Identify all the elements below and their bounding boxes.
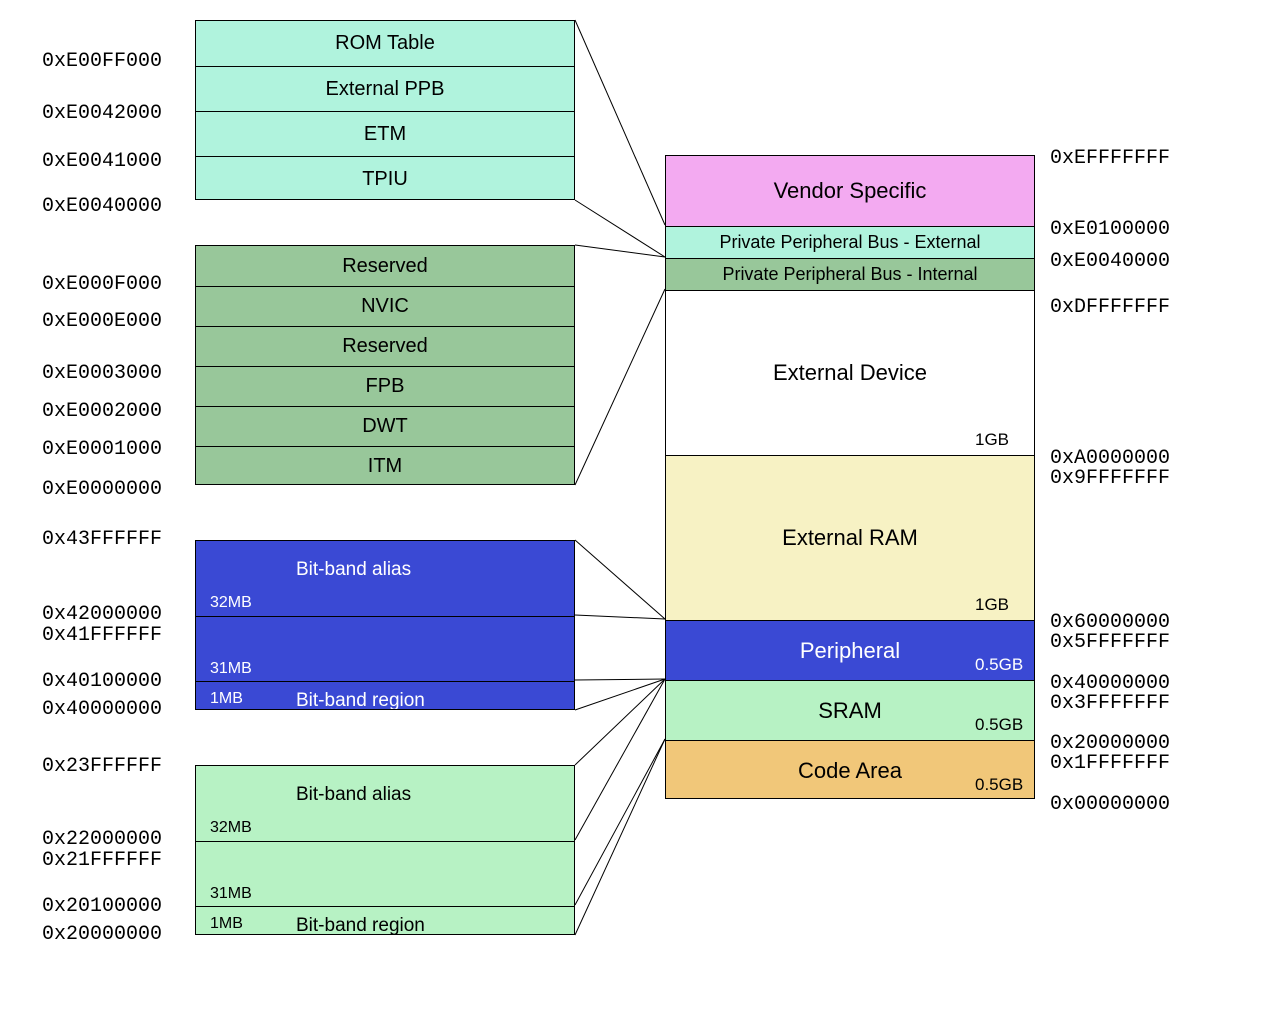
addr-periph_detail-3: 0x40100000 (42, 670, 162, 693)
addr-right-3: 0xDFFFFFFF (1050, 296, 1170, 319)
detail-size-sram_detail-1: 31MB (210, 885, 252, 903)
addr-ppb_int_detail-2: 0xE0003000 (42, 362, 162, 385)
detail-label-sram_detail-2: Bit-band region (296, 915, 425, 935)
addr-periph_detail-4: 0x40000000 (42, 698, 162, 721)
region-ppb_ext: Private Peripheral Bus - External (666, 226, 1034, 258)
detail-sram_detail: 32MB Bit-band alias 31MB 1MB Bit-band region (195, 765, 575, 935)
region-size-ext_ram: 1GB (975, 595, 1009, 615)
addr-sram_detail-3: 0x20100000 (42, 895, 162, 918)
addr-ppb_int_detail-1: 0xE000E000 (42, 310, 162, 333)
detail-size-sram_detail-0: 32MB (210, 819, 252, 837)
addr-right-9: 0x3FFFFFFF (1050, 692, 1170, 715)
detail-row-ppb_int_detail-2: Reserved (196, 326, 574, 366)
addr-ppb_ext_detail-3: 0xE0040000 (42, 195, 162, 218)
addr-ppb_int_detail-0: 0xE000F000 (42, 273, 162, 296)
addr-sram_detail-2: 0x21FFFFFF (42, 849, 162, 872)
detail-row-ppb_ext_detail-2: ETM (196, 111, 574, 156)
detail-row-sram_detail-0: 32MB Bit-band alias (196, 766, 574, 841)
detail-row-ppb_int_detail-3: FPB (196, 366, 574, 406)
addr-right-2: 0xE0040000 (1050, 250, 1170, 273)
addr-sram_detail-0: 0x23FFFFFF (42, 755, 162, 778)
detail-size-periph_detail-2: 1MB (210, 690, 243, 708)
detail-row-ppb_int_detail-0: Reserved (196, 246, 574, 286)
addr-ppb_int_detail-4: 0xE0001000 (42, 438, 162, 461)
detail-row-ppb_ext_detail-3: TPIU (196, 156, 574, 200)
detail-size-periph_detail-0: 32MB (210, 594, 252, 612)
addr-right-1: 0xE0100000 (1050, 218, 1170, 241)
addr-periph_detail-0: 0x43FFFFFF (42, 528, 162, 551)
detail-label-sram_detail-0: Bit-band alias (296, 784, 411, 806)
addr-sram_detail-1: 0x22000000 (42, 828, 162, 851)
addr-right-7: 0x5FFFFFFF (1050, 631, 1170, 654)
detail-row-ppb_ext_detail-0: ROM Table (196, 21, 574, 66)
detail-row-sram_detail-2: 1MB Bit-band region (196, 906, 574, 935)
addr-periph_detail-2: 0x41FFFFFF (42, 624, 162, 647)
region-size-periph: 0.5GB (975, 655, 1023, 675)
detail-row-sram_detail-1: 31MB (196, 841, 574, 906)
region-ppb_int: Private Peripheral Bus - Internal (666, 258, 1034, 290)
addr-ppb_int_detail-5: 0xE0000000 (42, 478, 162, 501)
detail-ppb_ext_detail: ROM TableExternal PPBETMTPIU (195, 20, 575, 200)
addr-right-11: 0x1FFFFFFF (1050, 752, 1170, 775)
detail-row-ppb_int_detail-1: NVIC (196, 286, 574, 326)
addr-ppb_ext_detail-0: 0xE00FF000 (42, 50, 162, 73)
addr-ppb_ext_detail-2: 0xE0041000 (42, 150, 162, 173)
region-vendor: Vendor Specific (666, 156, 1034, 226)
addr-ppb_int_detail-3: 0xE0002000 (42, 400, 162, 423)
region-size-code: 0.5GB (975, 775, 1023, 795)
detail-ppb_int_detail: ReservedNVICReservedFPBDWTITM (195, 245, 575, 485)
addr-sram_detail-4: 0x20000000 (42, 923, 162, 946)
detail-size-sram_detail-2: 1MB (210, 915, 243, 933)
detail-label-periph_detail-0: Bit-band alias (296, 559, 411, 581)
main-memory-column: Vendor SpecificPrivate Peripheral Bus - … (665, 155, 1035, 799)
addr-periph_detail-1: 0x42000000 (42, 603, 162, 626)
region-size-ext_dev: 1GB (975, 430, 1009, 450)
detail-row-ppb_int_detail-5: ITM (196, 446, 574, 485)
detail-row-ppb_int_detail-4: DWT (196, 406, 574, 446)
detail-row-ppb_ext_detail-1: External PPB (196, 66, 574, 111)
addr-right-12: 0x00000000 (1050, 793, 1170, 816)
region-size-sram: 0.5GB (975, 715, 1023, 735)
detail-label-periph_detail-2: Bit-band region (296, 690, 425, 710)
detail-row-periph_detail-0: 32MB Bit-band alias (196, 541, 574, 616)
detail-row-periph_detail-1: 31MB (196, 616, 574, 681)
addr-right-0: 0xEFFFFFFF (1050, 147, 1170, 170)
detail-size-periph_detail-1: 31MB (210, 660, 252, 678)
addr-ppb_ext_detail-1: 0xE0042000 (42, 102, 162, 125)
detail-periph_detail: 32MB Bit-band alias 31MB 1MB Bit-band region (195, 540, 575, 710)
detail-row-periph_detail-2: 1MB Bit-band region (196, 681, 574, 710)
addr-right-5: 0x9FFFFFFF (1050, 467, 1170, 490)
memory-map-diagram: Vendor SpecificPrivate Peripheral Bus - … (0, 0, 1280, 1012)
